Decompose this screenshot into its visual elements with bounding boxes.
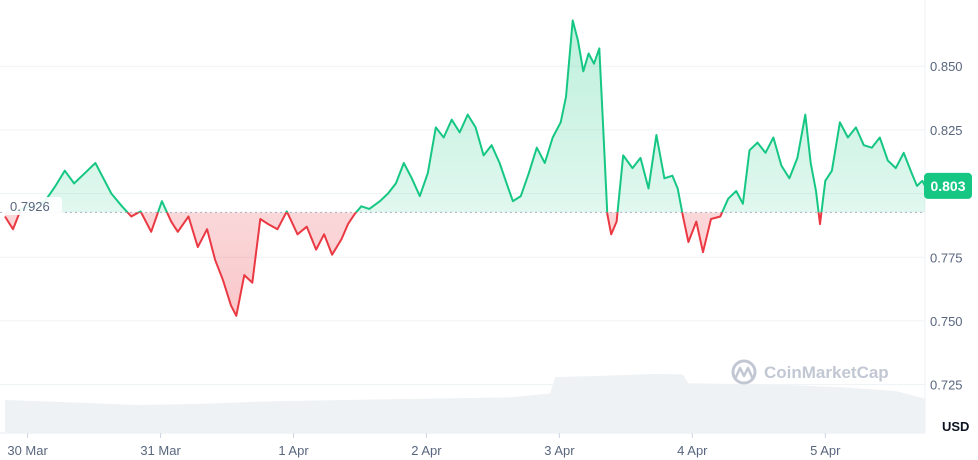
price-line-down-segment (4, 212, 823, 317)
coinmarketcap-watermark: CoinMarketCap (731, 359, 889, 385)
currency-unit-label: USD (942, 419, 969, 434)
price-area-fill (5, 20, 925, 316)
y-tick-label-4: 0.825 (930, 123, 963, 138)
x-tick-label-0: 30 Mar (7, 443, 48, 458)
baseline-value: 0.7926 (10, 199, 50, 214)
price-line (4, 19, 925, 317)
volume-area (5, 373, 925, 433)
coinmarketcap-logo-icon (731, 359, 757, 385)
price-line-up-segment (18, 19, 925, 213)
volume-area-shape (5, 373, 925, 433)
price-area-above-baseline (5, 20, 925, 213)
watermark-text: CoinMarketCap (764, 363, 889, 382)
y-tick-label-5: 0.850 (930, 59, 963, 74)
y-tick-label-0: 0.725 (930, 378, 963, 393)
current-price-value: 0.803 (930, 178, 965, 194)
x-tick-label-1: 31 Mar (140, 443, 181, 458)
x-tick-label-6: 5 Apr (810, 443, 841, 458)
y-tick-label-2: 0.775 (930, 250, 963, 265)
y-tick-label-1: 0.750 (930, 314, 963, 329)
x-tick-label-2: 1 Apr (278, 443, 309, 458)
y-axis: 0.725 0.750 0.775 0.825 0.850 (930, 59, 963, 392)
baseline-label: 0.7926 (4, 197, 62, 215)
x-tick-label-4: 3 Apr (544, 443, 575, 458)
x-tick-label-3: 2 Apr (411, 443, 442, 458)
x-axis: 30 Mar 31 Mar 1 Apr 2 Apr 3 Apr 4 Apr 5 Apr (7, 433, 841, 458)
x-tick-label-5: 4 Apr (677, 443, 708, 458)
current-price-badge: 0.803 (924, 172, 972, 199)
